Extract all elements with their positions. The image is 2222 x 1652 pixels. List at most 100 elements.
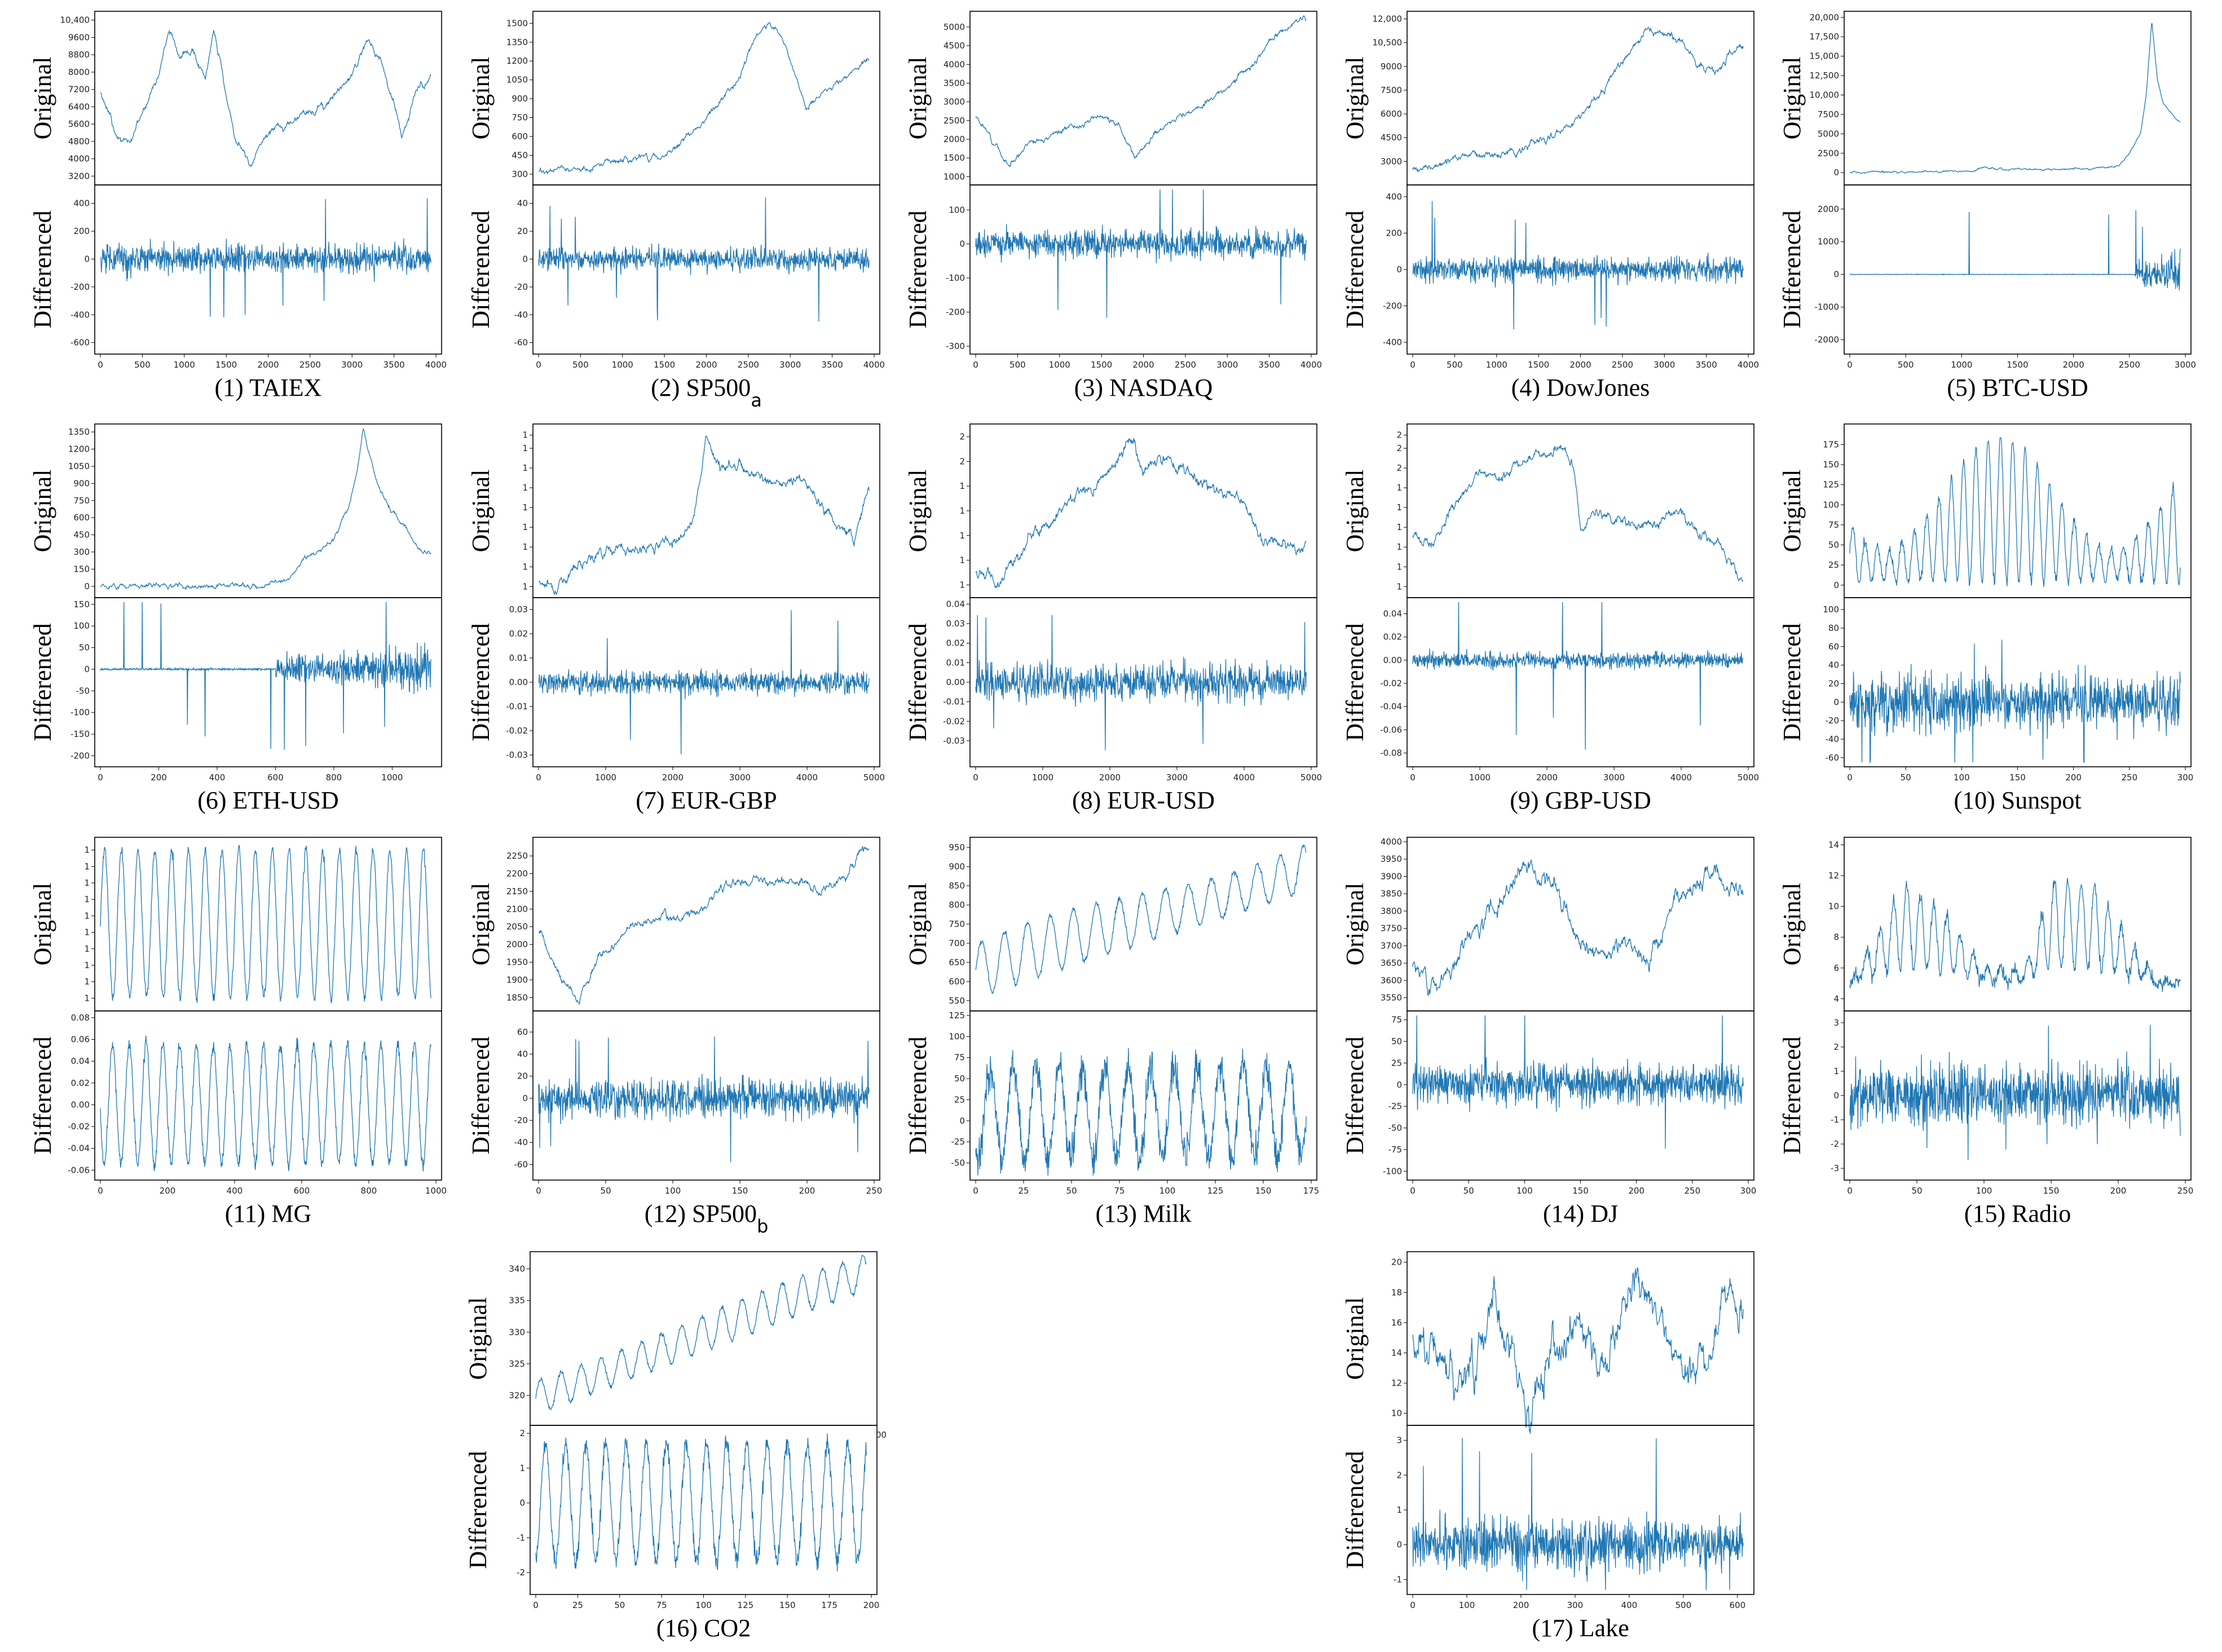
original-frame — [94, 11, 442, 185]
chart-panel-1: 32004000480056006400720080008800960010,4… — [29, 11, 447, 401]
y-tick-label: 1950 — [506, 957, 528, 968]
y-tick-label: 2500 — [944, 116, 965, 126]
original-frame — [1407, 1251, 1754, 1426]
x-tick-label: 100 — [1976, 1186, 1992, 1196]
y-tick-label: 4000 — [68, 154, 90, 164]
original-subplot: 3550 3600 3650 3700 3750 3800 3850 3900 3950 4000… — [1341, 837, 1754, 1011]
differenced-frame — [532, 184, 880, 355]
y-tick-label: 1 — [1396, 522, 1402, 532]
y-tick-label: 5600 — [68, 119, 90, 129]
differenced-axis-label: Differenced — [467, 1036, 495, 1154]
y-tick-label: 0 — [522, 254, 528, 264]
x-tick-label: 2000 — [1132, 360, 1154, 370]
y-tick-label: 900 — [73, 478, 90, 488]
x-tick-label: 100 — [1459, 1600, 1475, 1610]
x-tick-label: 125 — [1207, 1186, 1224, 1196]
y-tick-label: 20 — [517, 226, 528, 236]
differenced-frame — [969, 184, 1317, 355]
y-tick-label: 1 — [1396, 1505, 1402, 1515]
y-tick-label: 1 — [1396, 542, 1402, 552]
y-tick-label: 950 — [949, 842, 965, 852]
original-subplot: 0 2500 5000 7500 10,000 12,500 15,000 17,500 20,… — [1778, 11, 2192, 185]
y-tick-label: 0.02 — [946, 638, 965, 648]
x-tick-label: 1000 — [381, 772, 403, 783]
y-tick-label: 2 — [519, 1428, 525, 1438]
original-subplot: 3200 4000 4800 5600 6400 7200 8000 8800 9600 10,4… — [29, 11, 442, 185]
y-tick-label: 750 — [512, 113, 528, 123]
panel-caption: (8) EUR-USD — [1072, 787, 1215, 814]
y-tick-label: -2000 — [1814, 335, 1839, 345]
x-tick-label: 100 — [665, 1186, 681, 1196]
original-axis-label: Original — [1778, 57, 1806, 140]
x-tick-label: 3500 — [822, 360, 843, 370]
panel-caption: (5) BTC-USD — [1947, 374, 2088, 401]
y-tick-label: -20 — [514, 1115, 528, 1125]
y-tick-label: 9600 — [68, 32, 90, 42]
y-tick-label: 1 — [522, 522, 528, 532]
x-tick-label: 1000 — [425, 1186, 447, 1196]
y-tick-label: 100 — [1823, 500, 1839, 510]
y-tick-label: -100 — [946, 273, 965, 283]
x-tick-label: 800 — [361, 1186, 377, 1196]
x-tick-label: 0 — [973, 360, 978, 370]
y-tick-label: 14 — [1828, 840, 1839, 850]
x-tick-label: 0 — [536, 772, 541, 783]
y-tick-label: 150 — [73, 599, 90, 609]
y-tick-label: -0.02 — [1380, 678, 1402, 688]
original-series-line — [1412, 859, 1744, 996]
x-tick-label: 1500 — [1091, 360, 1112, 370]
y-tick-label: -0.03 — [943, 736, 965, 746]
differenced-frame — [1407, 597, 1754, 767]
x-tick-label: 2000 — [662, 772, 684, 783]
differenced-axis-label: Differenced — [1778, 210, 1806, 328]
x-tick-label: 200 — [151, 772, 167, 783]
x-tick-label: 500 — [1009, 360, 1026, 370]
y-tick-label: -25 — [951, 1137, 965, 1147]
differenced-axis-label: Differenced — [467, 623, 495, 741]
y-tick-label: 1 — [84, 845, 90, 855]
x-tick-label: 3000 — [729, 772, 751, 783]
y-tick-label: 15,000 — [1810, 51, 1840, 61]
y-tick-label: 3200 — [68, 171, 90, 181]
y-tick-label: 125 — [949, 1010, 965, 1021]
y-tick-label: 2 — [1396, 1470, 1402, 1480]
y-tick-label: 20,000 — [1810, 12, 1840, 23]
y-tick-label: -0.04 — [68, 1143, 90, 1154]
y-tick-label: 1 — [84, 894, 90, 904]
y-tick-label: 700 — [949, 938, 965, 948]
x-tick-label: 3000 — [779, 360, 801, 370]
y-tick-label: 750 — [949, 919, 965, 929]
differenced-axis-label: Differenced — [904, 1036, 932, 1154]
differenced-axis-label: Differenced — [1341, 1451, 1369, 1569]
x-tick-label: 50 — [600, 1186, 611, 1196]
x-tick-label: 2500 — [299, 360, 321, 370]
y-tick-label: 320 — [509, 1390, 525, 1401]
original-series-line — [1412, 1267, 1744, 1434]
x-tick-label: 4000 — [425, 360, 447, 370]
original-frame — [1844, 11, 2192, 185]
y-tick-label: 8000 — [68, 67, 90, 77]
y-tick-label: -200 — [70, 750, 90, 761]
y-tick-label: 1 — [522, 430, 528, 440]
y-tick-label: 1 — [1833, 1066, 1839, 1076]
y-tick-label: 1350 — [68, 427, 90, 437]
y-tick-label: -1000 — [1814, 302, 1839, 312]
original-axis-label: Original — [1341, 470, 1369, 553]
x-tick-label: 1500 — [1528, 360, 1549, 370]
y-tick-label: -20 — [1826, 715, 1840, 726]
x-tick-label: 150 — [2043, 1186, 2060, 1196]
differenced-axis-label: Differenced — [29, 623, 56, 741]
differenced-series-line — [535, 1433, 867, 1572]
y-tick-label: -0.08 — [1380, 748, 1402, 758]
original-subplot: 1000 1500 2000 2500 3000 3500 4000 4500 5000 Orig… — [904, 11, 1317, 185]
y-tick-label: -1 — [1831, 1115, 1839, 1125]
y-tick-label: 2500 — [1818, 148, 1839, 158]
x-tick-label: 1000 — [1469, 772, 1491, 783]
x-tick-label: 400 — [1621, 1600, 1638, 1610]
original-subplot: 4 6 8 10 12 14 Original — [1778, 837, 2192, 1011]
x-tick-label: 3000 — [1216, 360, 1238, 370]
original-subplot: 0 25 50 75 100 125 150 175 Original — [1778, 423, 2192, 598]
y-tick-label: -0.02 — [68, 1121, 90, 1132]
y-tick-label: 0.08 — [71, 1013, 90, 1023]
